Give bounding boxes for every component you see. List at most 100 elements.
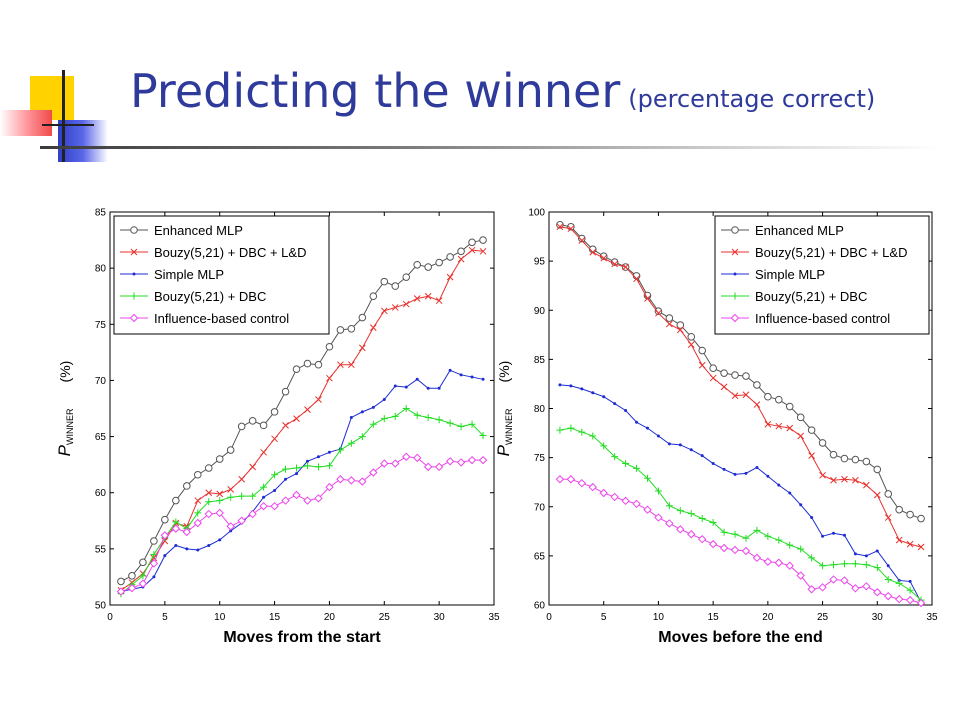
data-point [829,450,838,459]
data-point [763,557,773,566]
data-point [446,253,454,261]
data-point [281,387,290,396]
data-point [260,483,268,491]
data-point [194,509,202,517]
legend-entry: Influence-based control [721,311,890,326]
data-point [270,408,279,416]
data-point [172,518,180,526]
series-line [559,384,922,603]
y-tick-label: 95 [534,257,546,268]
x-tick-label: 5 [162,612,168,623]
data-point [271,435,278,443]
corner-red-bar [0,110,52,136]
chart-moves-before-end: 0 5 10 15 20 25 30 35 60 65 70 75 80 85 90 95 100 Moves b… [494,208,938,647]
data-point [249,463,256,471]
data-point [259,421,268,430]
data-point [193,518,202,528]
series-line [559,427,922,601]
data-point [895,579,903,587]
y-tick-label: 85 [534,355,546,366]
data-point [424,263,432,271]
data-point [337,361,344,369]
data-point [676,321,685,329]
data-point [755,465,759,469]
data-point [884,490,893,498]
data-point [722,467,726,471]
data-point [470,375,474,379]
data-point [917,514,925,523]
data-point [262,495,266,499]
data-point [435,258,443,267]
x-tick-label: 30 [872,612,884,623]
data-point [644,295,651,302]
legend-swatch-marker [130,226,138,234]
y-tick-label: 75 [534,453,546,464]
data-point [402,405,410,412]
legend-entry: Bouzy(5,21) + DBC [120,289,266,304]
data-point [336,446,344,454]
y-axis-label: PWINNER (%) [55,361,75,457]
data-point [720,528,728,536]
data-point [391,304,399,311]
series-simple-mlp [558,383,923,604]
slide-title: Predicting the winner (percentage correct… [130,64,875,118]
data-point [468,246,476,254]
data-point [412,453,422,463]
data-point [293,415,300,422]
data-point [229,529,233,533]
data-point [764,392,772,401]
data-point [602,395,606,399]
data-point [624,408,628,412]
y-tick-label: 65 [95,432,107,443]
data-point [336,475,345,484]
data-point [216,490,224,498]
data-point [753,401,761,408]
data-point [884,514,892,521]
data-point [906,510,914,519]
data-point [775,422,783,430]
legend-label: Enhanced MLP [154,223,243,238]
y-axis-label-p: P [494,444,513,456]
data-point [622,460,630,468]
data-point [468,238,476,247]
data-point [185,547,189,551]
data-point [371,405,375,409]
data-point [569,384,573,388]
x-tick-label: 15 [269,612,281,623]
data-point [292,365,301,374]
data-point [457,247,465,256]
series-line [120,239,484,582]
legend-label: Enhanced MLP [755,223,844,238]
data-point [906,540,914,548]
data-point [840,576,849,585]
data-point [635,420,639,424]
data-point [884,591,893,601]
legend-label: Simple MLP [755,267,825,282]
data-point [599,488,608,498]
data-point [347,439,355,447]
data-point [479,236,487,244]
legend-label: Bouzy(5,21) + DBC + L&D [755,245,907,260]
data-point [404,385,408,389]
data-point [204,464,213,472]
data-point [117,577,125,586]
data-point [292,490,301,500]
data-point [434,462,444,472]
data-point [829,575,838,584]
data-point [752,553,762,563]
data-point [435,416,443,424]
data-point [613,402,617,406]
data-point [775,536,783,544]
y-tick-label: 50 [95,601,107,612]
data-point [578,234,586,243]
data-point [555,475,565,484]
data-point [281,496,290,505]
data-point [733,472,737,476]
data-point [424,292,432,300]
data-point [895,536,903,544]
data-point [917,543,925,551]
y-axis-label: PWINNER (%) [494,361,514,457]
data-point [305,459,309,463]
y-axis-label-sub: WINNER [504,408,514,445]
legend-swatch-marker [730,313,740,323]
